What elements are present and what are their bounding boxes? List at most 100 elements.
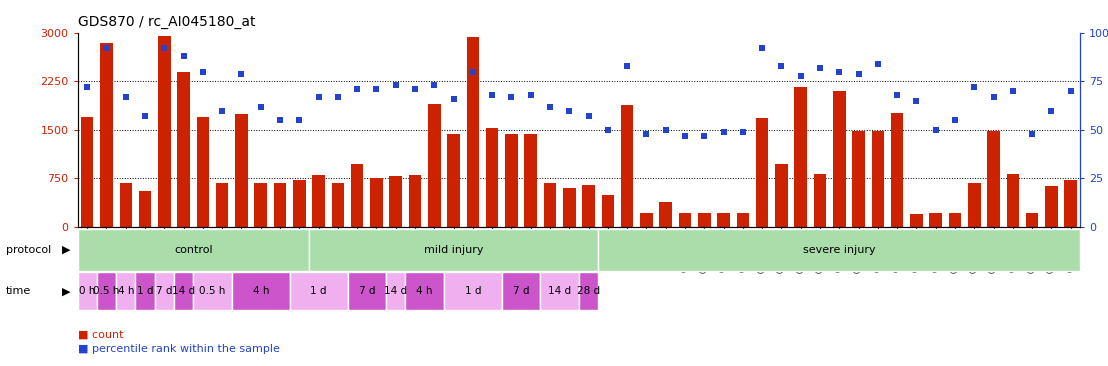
Text: 0.5 h: 0.5 h	[199, 286, 226, 296]
Bar	[1026, 213, 1038, 227]
Point	[965, 84, 983, 90]
Text: 1 d: 1 d	[464, 286, 481, 296]
Bar	[1045, 186, 1058, 227]
Point	[522, 92, 540, 98]
Bar	[196, 117, 209, 227]
Point	[811, 65, 829, 71]
Bar	[737, 213, 749, 227]
Bar	[390, 176, 402, 227]
Point	[464, 69, 482, 75]
Point	[407, 86, 424, 92]
Point	[618, 63, 636, 69]
Bar	[274, 183, 286, 227]
Point	[715, 129, 732, 135]
Bar	[563, 188, 575, 227]
Bar	[216, 183, 228, 227]
Text: ■ percentile rank within the sample: ■ percentile rank within the sample	[78, 344, 279, 354]
Bar	[833, 91, 845, 227]
Bar	[544, 183, 556, 227]
Bar	[794, 87, 807, 227]
Text: 1 d: 1 d	[310, 286, 327, 296]
Bar	[1006, 174, 1019, 227]
Bar	[602, 195, 614, 227]
Text: 4 h: 4 h	[253, 286, 269, 296]
Text: ▶: ▶	[62, 245, 71, 255]
Bar	[717, 213, 730, 227]
Point	[483, 92, 501, 98]
Bar	[756, 118, 768, 227]
Text: 1 d: 1 d	[136, 286, 153, 296]
Bar	[583, 185, 595, 227]
Point	[830, 69, 848, 75]
Bar	[1065, 180, 1077, 227]
Point	[290, 117, 308, 123]
Bar	[776, 164, 788, 227]
Point	[387, 82, 404, 88]
Bar	[293, 180, 306, 227]
Point	[561, 108, 578, 113]
Point	[425, 82, 443, 88]
Bar	[659, 202, 671, 227]
Bar	[813, 174, 827, 227]
Bar	[620, 105, 634, 227]
Bar	[505, 134, 517, 227]
Point	[733, 129, 751, 135]
Text: time: time	[6, 286, 31, 296]
Bar	[948, 213, 962, 227]
Text: 7 d: 7 d	[513, 286, 530, 296]
Text: control: control	[174, 245, 213, 255]
Text: 14 d: 14 d	[548, 286, 572, 296]
Point	[889, 92, 906, 98]
Point	[753, 45, 771, 51]
Text: 4 h: 4 h	[417, 286, 433, 296]
Point	[1061, 88, 1079, 94]
Bar	[872, 131, 884, 227]
Bar	[177, 72, 189, 227]
Text: GDS870 / rc_AI045180_at: GDS870 / rc_AI045180_at	[78, 15, 255, 29]
Point	[271, 117, 289, 123]
Bar	[312, 175, 325, 227]
Point	[348, 86, 366, 92]
Point	[792, 73, 810, 79]
Bar	[120, 183, 132, 227]
Point	[503, 94, 521, 100]
Bar	[255, 183, 267, 227]
Text: severe injury: severe injury	[803, 245, 875, 255]
Point	[696, 133, 714, 139]
Bar	[930, 213, 942, 227]
Point	[214, 108, 232, 113]
Point	[907, 98, 925, 104]
Text: 0 h: 0 h	[79, 286, 95, 296]
Bar	[466, 37, 479, 227]
Bar	[428, 104, 441, 227]
Text: 7 d: 7 d	[156, 286, 173, 296]
Bar	[640, 213, 653, 227]
Text: protocol: protocol	[6, 245, 51, 255]
Bar	[351, 164, 363, 227]
Point	[136, 113, 154, 119]
Bar	[910, 214, 923, 227]
Text: ■ count: ■ count	[78, 329, 123, 339]
Point	[98, 45, 115, 51]
Point	[252, 104, 269, 109]
Bar	[698, 213, 710, 227]
Point	[676, 133, 694, 139]
Text: ▶: ▶	[62, 286, 71, 296]
Point	[985, 94, 1003, 100]
Bar	[968, 183, 981, 227]
Point	[368, 86, 386, 92]
Point	[541, 104, 558, 109]
Bar	[987, 131, 999, 227]
Point	[926, 127, 944, 133]
Text: 0.5 h: 0.5 h	[93, 286, 120, 296]
Point	[1043, 108, 1060, 113]
Text: 28 d: 28 d	[577, 286, 601, 296]
Bar	[448, 134, 460, 227]
Text: 14 d: 14 d	[384, 286, 408, 296]
Text: 14 d: 14 d	[172, 286, 195, 296]
Bar	[486, 128, 499, 227]
Point	[657, 127, 675, 133]
Point	[329, 94, 347, 100]
Point	[599, 127, 617, 133]
Point	[772, 63, 790, 69]
